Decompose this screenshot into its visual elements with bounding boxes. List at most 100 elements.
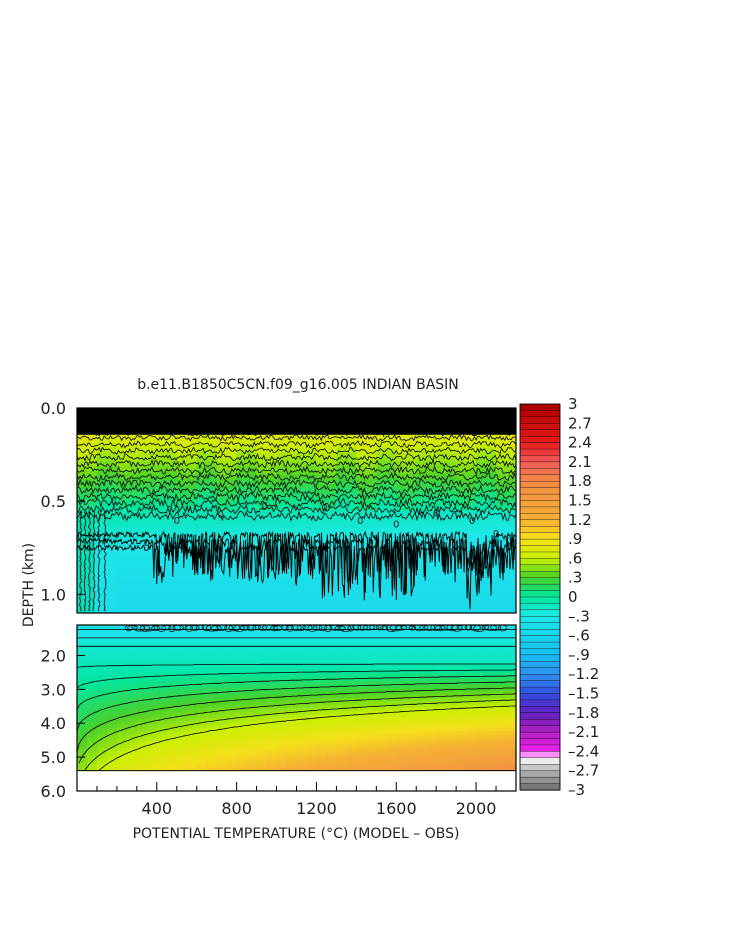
upper-field-cell [456, 523, 477, 529]
lower-field-cell [266, 634, 278, 639]
lower-field-cell [246, 638, 258, 643]
upper-field-cell [116, 532, 138, 538]
lower-field-cell [426, 717, 437, 722]
lower-field-cell [276, 631, 288, 636]
lower-field-cell [446, 711, 457, 716]
lower-field-cell [336, 691, 347, 696]
lower-field-cell [356, 751, 367, 756]
lower-field-cell [316, 754, 328, 759]
lower-field-cell [286, 711, 298, 716]
lower-field-cell [196, 691, 208, 696]
lower-field-cell [476, 694, 487, 699]
upper-field-cell [356, 448, 377, 454]
lower-field-cell [376, 714, 387, 719]
upper-field-cell [77, 439, 98, 445]
lower-field-cell [246, 674, 258, 679]
colorbar-label: –.3 [568, 607, 590, 625]
lower-field-cell [426, 684, 437, 689]
lower-field-cell [306, 634, 318, 639]
lower-field-cell [506, 784, 516, 789]
lower-field-cell [466, 711, 477, 716]
lower-field-cell [356, 717, 367, 722]
lower-field-cell [216, 727, 228, 732]
upper-field-cell [236, 568, 258, 574]
lower-field-cell [336, 714, 347, 719]
upper-field-cell [496, 425, 516, 431]
upper-field-cell [176, 448, 198, 454]
lower-field-cell [406, 701, 417, 706]
lower-field-cell [166, 654, 178, 659]
lower-field-cell [196, 727, 208, 732]
lower-field-cell [236, 754, 248, 759]
lower-field-cell [456, 661, 467, 666]
lower-field-cell [226, 744, 238, 749]
upper-field-cell [456, 448, 477, 454]
upper-field-cell [376, 523, 397, 529]
lower-field-cell [246, 641, 258, 646]
colorbar-band [519, 616, 561, 624]
lower-field-cell [226, 771, 238, 775]
lower-field-cell [506, 638, 516, 643]
lower-field-cell [466, 771, 477, 775]
lower-field-cell [366, 761, 377, 766]
upper-field-cell [476, 461, 497, 467]
upper-field-cell [96, 479, 118, 485]
lower-field-cell [396, 781, 407, 785]
lower-field-cell [406, 714, 417, 719]
upper-field-cell [496, 483, 516, 489]
lower-field-cell [176, 731, 188, 736]
lower-field-cell [376, 777, 387, 782]
upper-field-cell [176, 514, 198, 521]
lower-field-cell [476, 714, 487, 719]
lower-field-cell [106, 747, 118, 752]
lower-field-cell [506, 781, 516, 785]
lower-field-cell [376, 625, 387, 629]
upper-field-cell [316, 470, 338, 476]
upper-field-cell [416, 479, 437, 485]
lower-field-cell [316, 764, 328, 769]
upper-field-cell [356, 439, 377, 445]
lower-contour-ring [156, 625, 166, 632]
lower-field-cell [116, 674, 128, 679]
lower-field-cell [206, 644, 218, 649]
lower-field-cell [486, 625, 497, 629]
lower-field-cell [436, 721, 447, 726]
lower-field-cell [146, 694, 158, 699]
lower-field-cell [326, 711, 338, 716]
lower-field-cell [286, 648, 298, 653]
lower-field-cell [236, 777, 248, 782]
upper-field-cell [77, 452, 98, 458]
upper-field-cell [116, 581, 138, 587]
lower-field-cell [496, 741, 507, 746]
lower-field-cell [86, 701, 98, 706]
upper-field-cell [136, 506, 158, 512]
lower-contour-ring [224, 625, 234, 632]
lower-field-cell [326, 737, 338, 742]
lower-field-cell [276, 721, 288, 726]
lower-field-cell [436, 787, 447, 791]
lower-field-cell [166, 671, 178, 676]
upper-field-cell [316, 452, 338, 458]
x-tick-label: 1600 [376, 799, 417, 818]
lower-field-cell [386, 691, 397, 696]
lower-field-cell [416, 751, 427, 756]
lower-field-cell [96, 754, 108, 759]
lower-field-cell [336, 737, 347, 742]
lower-field-cell [156, 767, 168, 772]
lower-field-cell [186, 698, 198, 702]
lower-field-cell [476, 774, 487, 779]
lower-field-cell [126, 661, 138, 666]
upper-field-cell [176, 595, 198, 601]
lower-field-cell [316, 651, 328, 656]
lower-field-cell [496, 651, 507, 656]
lower-field-cell [256, 747, 268, 752]
upper-field-cell [336, 541, 357, 547]
lower-field-cell [356, 714, 367, 719]
lower-field-cell [366, 721, 377, 726]
lower-field-cell [386, 744, 397, 749]
upper-field-cell [316, 532, 338, 538]
lower-field-cell [236, 761, 248, 766]
upper-field-cell [196, 461, 218, 467]
lower-field-cell [356, 761, 367, 766]
lower-field-cell [206, 711, 218, 716]
